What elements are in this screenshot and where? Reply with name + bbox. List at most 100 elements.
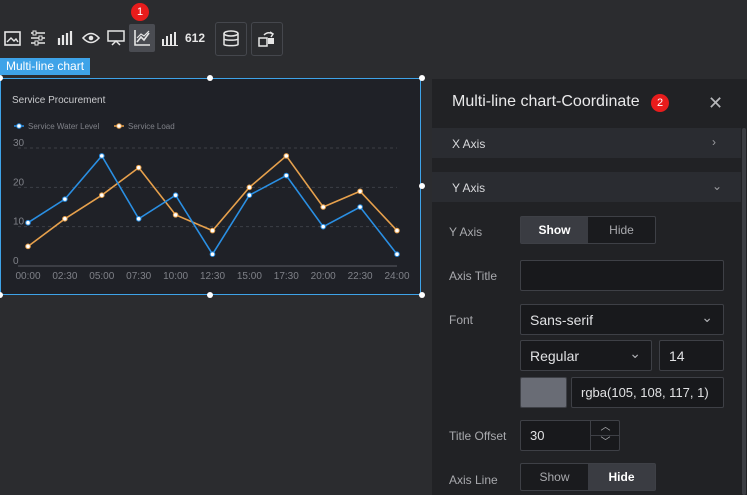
resize-handle[interactable] xyxy=(0,75,3,81)
x-tick-label: 00:00 xyxy=(15,271,40,282)
font-color-input[interactable]: rgba(105, 108, 117, 1) xyxy=(571,377,724,408)
chevron-right-icon: › xyxy=(712,135,716,149)
x-tick-label: 10:00 xyxy=(163,271,188,282)
resize-handle[interactable] xyxy=(419,292,425,298)
line-chart-icon[interactable] xyxy=(129,24,155,52)
data-point xyxy=(172,192,179,198)
x-tick-label: 07:30 xyxy=(126,271,151,282)
data-point xyxy=(320,223,327,230)
close-icon[interactable]: ✕ xyxy=(708,93,724,113)
chevron-down-icon: ⌄ xyxy=(629,345,641,361)
data-point xyxy=(62,196,68,202)
x-tick-label: 02:30 xyxy=(52,271,77,282)
series-line xyxy=(27,154,398,256)
y-axis-show-button[interactable]: Show xyxy=(521,217,588,243)
x-axis-section[interactable]: X Axis › xyxy=(432,128,741,158)
chevron-down-icon: ⌄ xyxy=(701,309,713,325)
selection-label: Multi-line chart xyxy=(0,58,91,75)
number-icon-label: 612 xyxy=(184,31,206,45)
x-tick-label: 15:00 xyxy=(237,271,262,282)
legend-label: Service Water Level xyxy=(28,122,100,131)
y-axis-hide-button[interactable]: Hide xyxy=(609,223,634,237)
resize-handle[interactable] xyxy=(419,75,425,81)
multi-line-chart-widget[interactable]: Service Procurement Service Water Level S… xyxy=(0,78,421,295)
sliders-icon[interactable] xyxy=(26,24,50,52)
transform-icon xyxy=(258,30,276,53)
data-point xyxy=(246,192,253,198)
resize-handle[interactable] xyxy=(419,183,425,189)
resize-handle[interactable] xyxy=(0,292,3,298)
resize-handle[interactable] xyxy=(207,292,213,298)
data-point xyxy=(62,216,68,222)
transform-button[interactable] xyxy=(251,22,283,56)
data-point xyxy=(357,204,363,210)
legend-marker xyxy=(116,123,122,129)
font-weight-select[interactable]: Regular ⌄ xyxy=(520,340,652,371)
database-button[interactable] xyxy=(215,22,247,56)
font-color-swatch[interactable] xyxy=(520,377,567,408)
y-tick-label: 30 xyxy=(13,138,25,149)
step-badge-2: 2 xyxy=(651,94,669,112)
chevron-down-icon: ⌄ xyxy=(712,179,723,193)
panel-scrollbar[interactable] xyxy=(742,128,746,495)
data-point xyxy=(320,204,327,210)
y-tick-label: 10 xyxy=(13,217,25,228)
y-axis-section-label: Y Axis xyxy=(452,181,486,195)
data-point xyxy=(283,153,290,159)
database-icon xyxy=(222,30,240,53)
y-axis-toggle: Show Hide xyxy=(520,216,656,244)
y-tick-label: 0 xyxy=(13,256,19,267)
data-point xyxy=(209,251,216,257)
data-point xyxy=(357,188,363,195)
font-weight-value: Regular xyxy=(530,348,580,364)
coordinate-panel: Multi-line chart-Coordinate 2 ✕ X Axis ›… xyxy=(432,79,747,495)
legend-label: Service Load xyxy=(128,122,175,131)
stepper-down-icon[interactable]: ﹀ xyxy=(600,437,611,448)
stepper-up-icon[interactable]: ︿ xyxy=(591,421,620,436)
data-point xyxy=(394,227,400,234)
data-point xyxy=(135,216,142,222)
column-chart-icon[interactable] xyxy=(158,24,182,52)
step-badge-1: 1 xyxy=(131,3,149,21)
x-tick-label: 17:30 xyxy=(274,271,299,282)
x-axis-section-label: X Axis xyxy=(452,137,486,151)
font-size-input[interactable]: 14 xyxy=(659,340,724,371)
title-offset-stepper[interactable]: 30 ︿ ﹀ xyxy=(520,420,620,451)
font-color-value: rgba(105, 108, 117, 1) xyxy=(581,385,709,400)
title-offset-value: 30 xyxy=(530,428,545,443)
font-label: Font xyxy=(449,313,474,327)
x-tick-label: 12:30 xyxy=(200,271,225,282)
x-tick-label: 24:00 xyxy=(384,271,409,282)
panel-title: Multi-line chart-Coordinate xyxy=(452,93,640,110)
y-tick-label: 20 xyxy=(13,177,25,188)
data-point xyxy=(25,219,31,226)
chart-legend: Service Water Level Service Load xyxy=(14,122,175,131)
screen-icon[interactable] xyxy=(104,24,128,52)
y-axis-label: Y Axis xyxy=(449,225,483,239)
y-axis-section[interactable]: Y Axis ⌄ xyxy=(432,172,741,202)
data-point xyxy=(135,164,142,171)
axis-line-show-button[interactable]: Show xyxy=(539,470,570,484)
eye-icon[interactable] xyxy=(79,24,103,52)
data-point xyxy=(246,184,253,191)
data-point xyxy=(99,192,105,198)
chart-title: Service Procurement xyxy=(12,95,106,106)
axis-title-label: Axis Title xyxy=(449,269,498,283)
bar-chart-icon[interactable] xyxy=(53,24,77,52)
chart-svg: Service Procurement Service Water Level S… xyxy=(12,95,410,282)
image-icon[interactable] xyxy=(0,24,24,52)
font-family-value: Sans-serif xyxy=(530,312,594,328)
x-tick-label: 20:00 xyxy=(311,271,336,282)
data-point xyxy=(283,172,290,179)
axis-line-hide-button[interactable]: Hide xyxy=(588,464,655,490)
resize-handle[interactable] xyxy=(207,75,213,81)
font-size-value: 14 xyxy=(669,348,685,364)
data-point xyxy=(394,251,400,257)
data-point xyxy=(25,243,31,250)
font-family-select[interactable]: Sans-serif ⌄ xyxy=(520,304,724,335)
axis-line-toggle: Show Hide xyxy=(520,463,656,491)
axis-title-input[interactable] xyxy=(520,260,724,291)
x-tick-label: 05:00 xyxy=(89,271,114,282)
axis-line-label: Axis Line xyxy=(449,473,498,487)
number-icon[interactable]: 612 xyxy=(182,24,208,52)
